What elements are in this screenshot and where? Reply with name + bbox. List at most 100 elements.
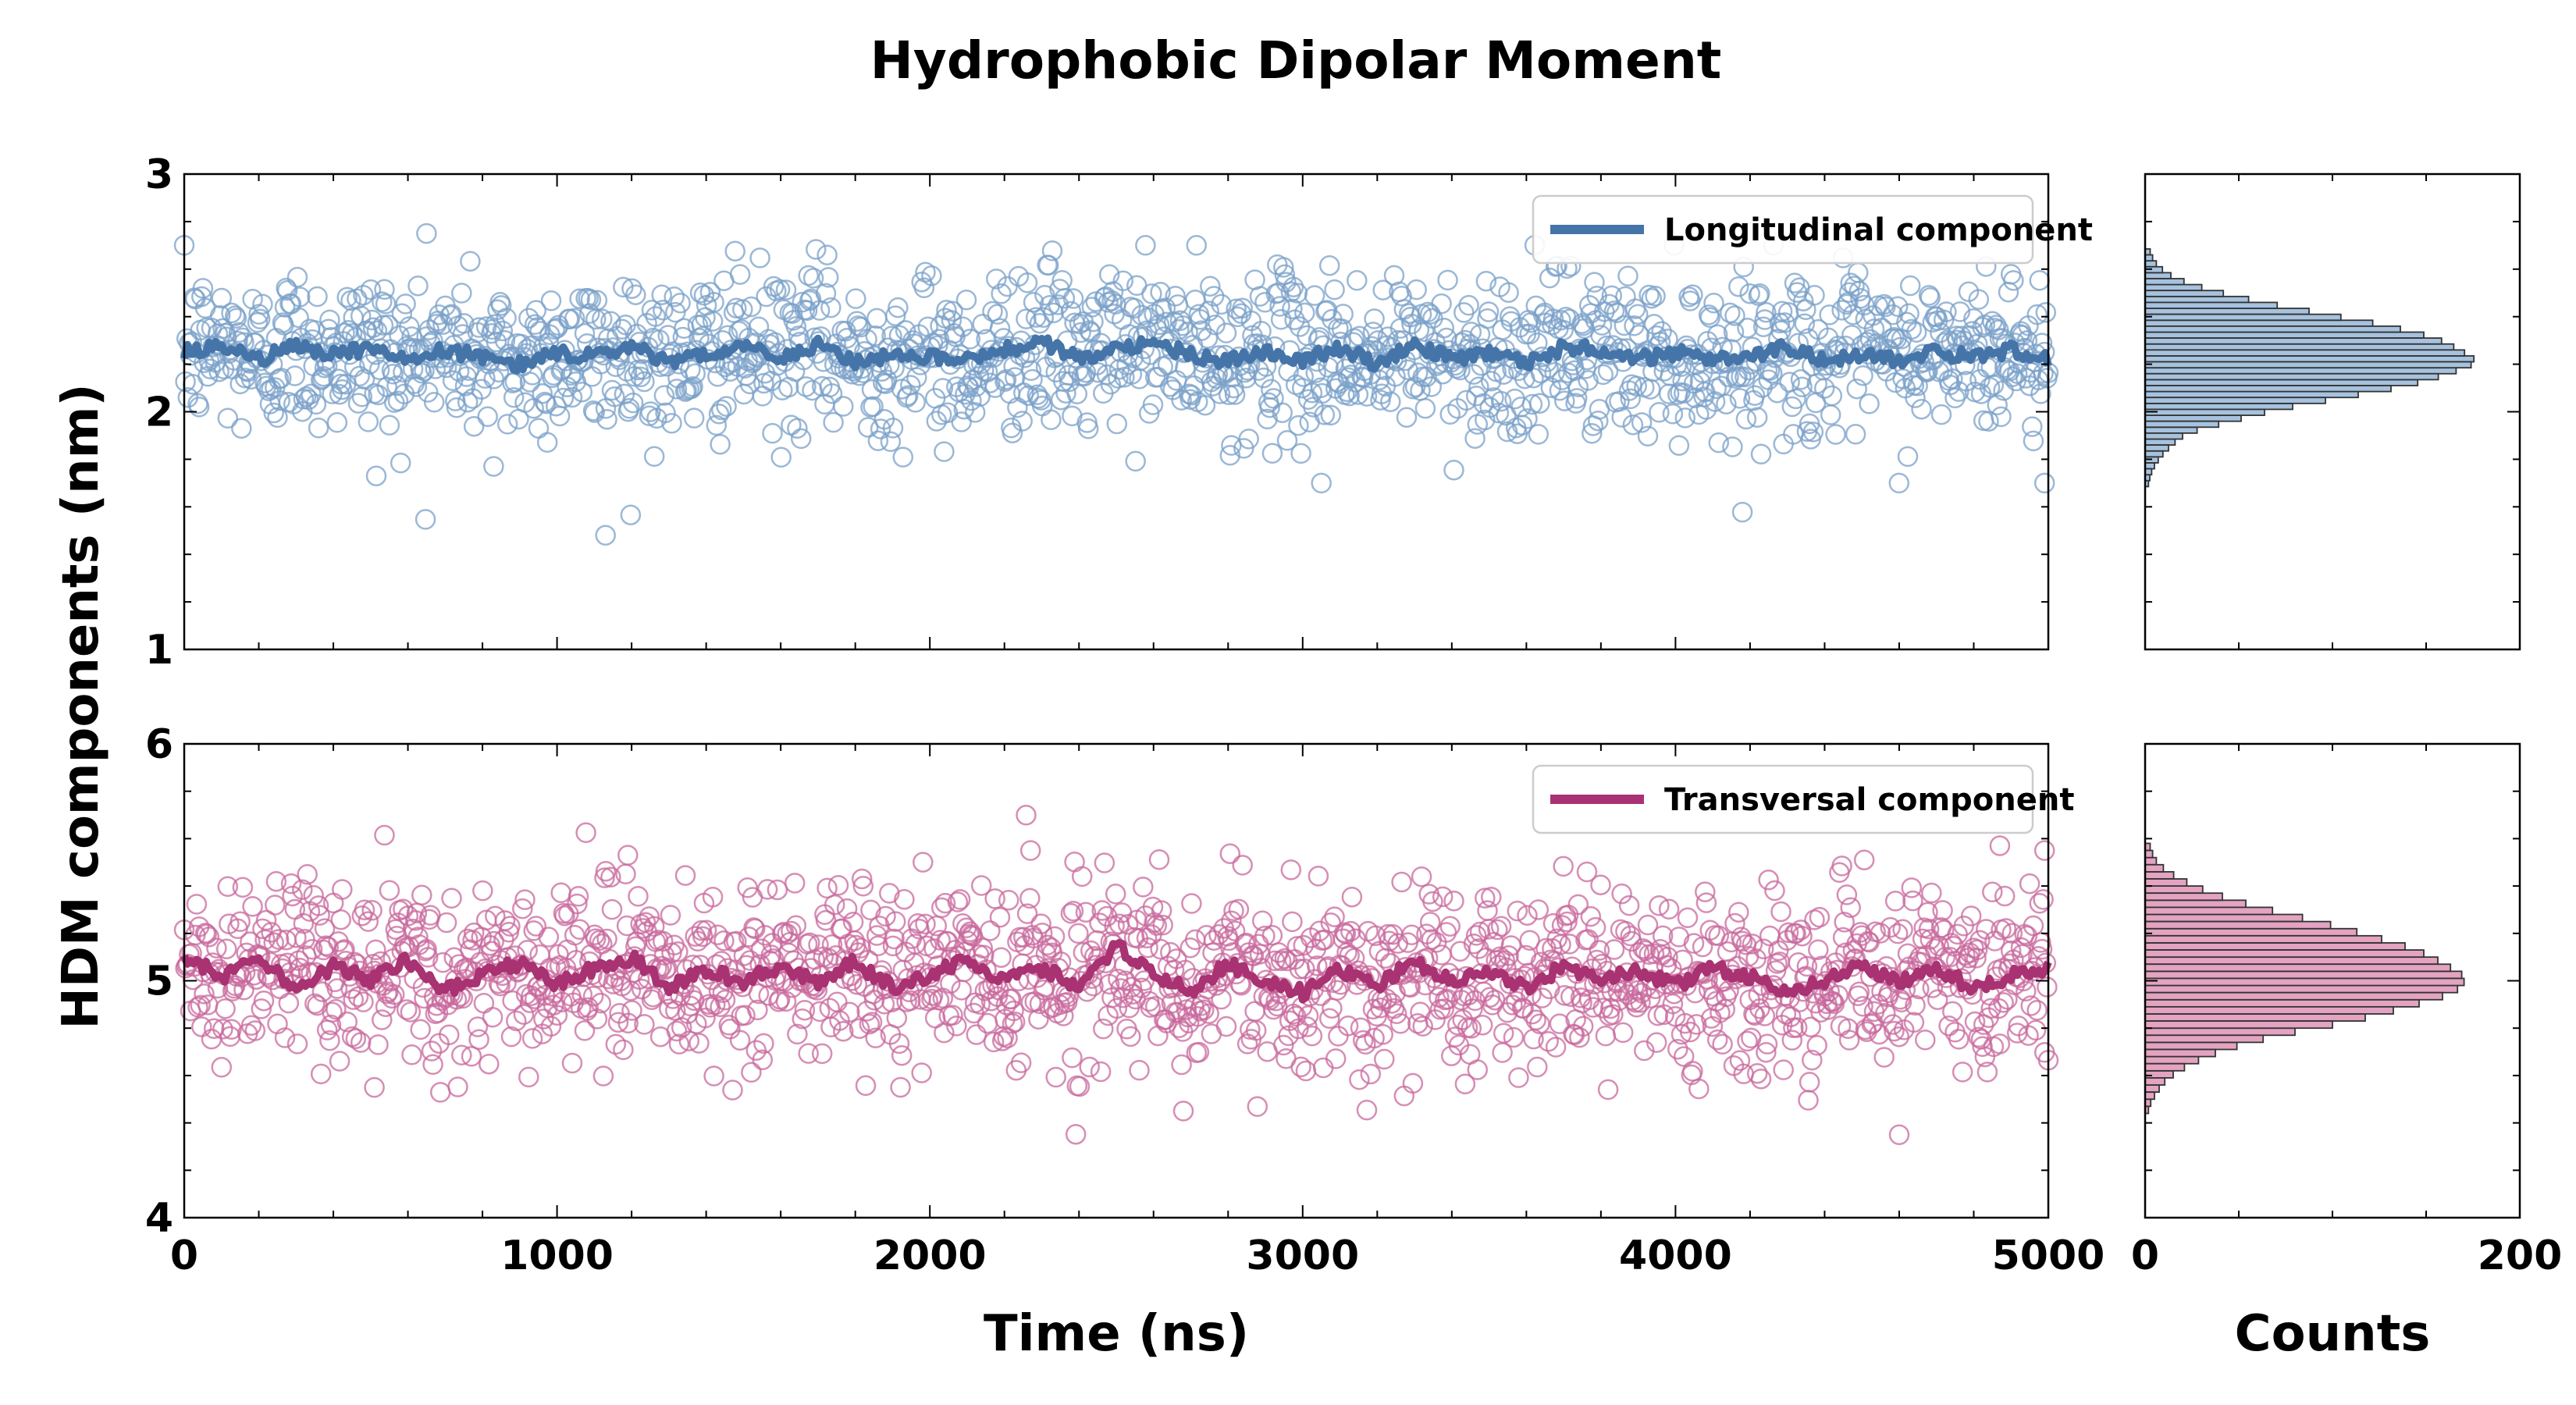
raw-sample-point [1060,902,1082,924]
raw-sample-point [1044,926,1066,948]
raw-sample-point [1150,282,1171,303]
raw-sample-point [265,895,286,916]
raw-sample-point [492,320,514,342]
raw-sample-point [660,905,681,926]
raw-sample-point [863,396,884,418]
raw-sample-point [187,997,208,1018]
raw-sample-point [824,894,845,916]
raw-sample-point [1637,914,1659,936]
raw-sample-point [1247,1096,1268,1117]
raw-sample-point [1012,411,1033,432]
raw-sample-point [952,316,973,337]
raw-sample-point [1645,286,1666,307]
raw-sample-point [666,379,688,400]
raw-sample-point [194,984,215,1005]
raw-sample-point [921,265,942,286]
raw-sample-point [567,893,588,915]
raw-sample-point [767,879,788,901]
raw-sample-point [1652,925,1674,947]
raw-sample-point [970,386,991,407]
raw-sample-point [1646,1032,1667,1053]
raw-sample-point [1728,276,1749,297]
raw-sample-point [1422,891,1443,912]
raw-sample-point [2033,889,2054,910]
raw-sample-point [846,974,868,995]
raw-sample-point [865,1027,886,1049]
raw-sample-point [1905,322,1927,343]
raw-sample-point [625,284,646,305]
raw-sample-point [617,845,639,866]
raw-sample-point [1272,402,1293,423]
raw-sample-point [414,360,435,382]
raw-sample-point [983,1031,1005,1053]
raw-sample-point [536,432,558,454]
raw-sample-point [1230,974,1252,996]
histogram-bar [2144,337,2443,345]
raw-sample-point [375,293,397,315]
running-average-line [180,938,2052,1004]
raw-sample-point [1019,840,1041,861]
raw-sample-point [271,368,292,389]
raw-sample-point [1662,404,1684,425]
raw-sample-point [1010,1052,1032,1073]
raw-sample-point [1580,905,1602,927]
raw-sample-point [1372,1024,1393,1045]
raw-sample-point [417,947,439,968]
raw-sample-point [200,358,221,380]
raw-sample-point [215,938,237,959]
raw-sample-point [336,1011,358,1033]
raw-sample-point [1853,849,1875,870]
raw-sample-point [211,287,233,309]
raw-sample-point [1845,424,1866,445]
raw-sample-point [970,994,991,1015]
raw-sample-point [685,363,706,384]
raw-sample-point [217,407,239,429]
raw-sample-point [977,1012,998,1034]
raw-sample-point [2031,938,2053,960]
raw-sample-point [820,297,841,318]
raw-sample-point [1016,903,1038,924]
raw-sample-point [1838,282,1860,303]
histogram-bar [2144,984,2459,994]
raw-sample-point [1150,938,1171,960]
raw-sample-point [994,371,1016,393]
raw-sample-point [1898,303,1920,324]
raw-sample-point [1475,270,1497,292]
raw-sample-point [672,326,694,348]
raw-sample-point [710,433,731,455]
raw-sample-point [372,315,394,336]
raw-sample-point [664,286,685,308]
raw-sample-point [1719,302,1741,324]
histogram-bar [2144,1005,2394,1015]
raw-sample-point [1603,939,1625,960]
raw-sample-point [1754,1005,1776,1026]
raw-sample-point [304,993,326,1015]
raw-sample-point [827,874,849,896]
raw-sample-point [411,362,432,384]
histogram-bar [2144,1055,2200,1065]
raw-sample-point [485,314,506,335]
raw-sample-point [1739,283,1760,304]
raw-sample-point [2023,915,2044,937]
raw-sample-point [773,921,795,943]
raw-sample-point [1190,320,1212,341]
raw-sample-point [336,286,358,308]
y-axis-label: HDM components (nm) [52,383,110,1029]
raw-sample-point [1251,910,1273,931]
histogram-bar [2144,450,2164,458]
raw-sample-point [251,998,272,1019]
histogram-bar [2144,349,2466,357]
raw-sample-point [1639,379,1661,400]
raw-sample-point [518,1066,539,1088]
raw-sample-point [276,952,298,973]
raw-sample-point [1071,866,1093,887]
raw-sample-point [1848,981,1870,1003]
raw-sample-point [1670,1023,1692,1045]
raw-sample-point [391,303,413,324]
raw-sample-point [414,987,435,1009]
raw-sample-point [1337,1015,1359,1037]
raw-sample-point [286,1033,308,1055]
raw-sample-point [297,863,318,885]
raw-sample-point [308,418,329,439]
raw-sample-point [575,822,596,844]
